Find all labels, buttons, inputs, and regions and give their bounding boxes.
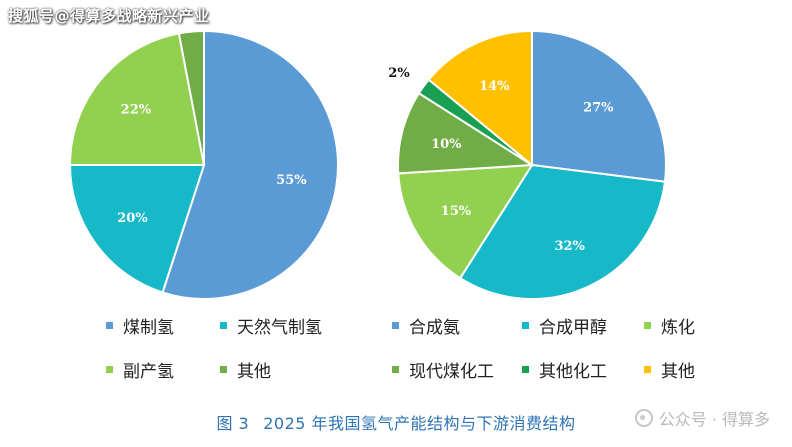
pie-chart-production: 55% 20% 22% bbox=[68, 29, 339, 300]
pie-data-label: 32% bbox=[554, 239, 585, 254]
legend-swatch bbox=[220, 365, 227, 373]
legend-label: 其他化工 bbox=[539, 361, 607, 382]
legend-label: 天然气制氢 bbox=[237, 317, 322, 338]
figure-number: 图 3 bbox=[216, 414, 250, 433]
pie-data-label: 22% bbox=[121, 103, 152, 118]
legend-item: 现代煤化工 bbox=[392, 347, 522, 391]
legend-swatch bbox=[644, 321, 651, 329]
pie-slice bbox=[427, 29, 533, 168]
legend-swatch bbox=[106, 321, 113, 329]
legend-label: 副产氢 bbox=[123, 361, 174, 382]
pie-slice bbox=[177, 29, 205, 166]
watermark-bottom-text: 公众号 · 得算多 bbox=[658, 410, 770, 429]
pie-data-label: 14% bbox=[479, 79, 510, 94]
legend-item: 其他 bbox=[644, 347, 724, 391]
legend-label: 煤制氢 bbox=[123, 317, 174, 338]
legend-swatch bbox=[644, 365, 651, 373]
pie-slice bbox=[531, 29, 667, 183]
watermark-top: 搜狐号@得算多战略新兴产业 bbox=[8, 7, 210, 25]
legend-label: 现代煤化工 bbox=[409, 361, 494, 382]
pie-chart-consumption: 27% 32% 15% 10% 2% 14% bbox=[388, 29, 667, 300]
pie-data-label: 10% bbox=[431, 137, 462, 152]
pie-data-label: 55% bbox=[276, 173, 307, 188]
legend-item: 天然气制氢 bbox=[220, 303, 380, 347]
pie-slice bbox=[396, 91, 536, 175]
wechat-icon bbox=[634, 409, 653, 427]
pie-slice bbox=[397, 163, 534, 280]
legend-item: 副产氢 bbox=[106, 347, 220, 391]
legend-item: 其他化工 bbox=[522, 347, 644, 391]
legend-label: 其他 bbox=[237, 361, 271, 382]
legend-swatch bbox=[522, 321, 529, 329]
pie-slice bbox=[68, 32, 206, 166]
watermark-bottom: 公众号 · 得算多 bbox=[634, 406, 770, 430]
legend-production: 煤制氢 天然气制氢 副产氢 其他 bbox=[106, 303, 380, 391]
legend-swatch bbox=[392, 321, 399, 329]
figure-caption: 图 3 2025 年我国氢气产能结构与下游消费结构 bbox=[0, 410, 792, 436]
legend-item: 合成氨 bbox=[392, 303, 522, 347]
legend-swatch bbox=[220, 321, 227, 329]
legend-consumption: 合成氨 合成甲醇 炼化 现代煤化工 其他化工 其他 bbox=[392, 303, 724, 391]
legend-swatch bbox=[392, 365, 399, 373]
legend-label: 炼化 bbox=[661, 317, 695, 338]
legend-item: 合成甲醇 bbox=[522, 303, 644, 347]
legend-swatch bbox=[106, 365, 113, 373]
legend-label: 其他 bbox=[661, 361, 695, 382]
pie-data-label: 2% bbox=[388, 66, 410, 81]
pie-data-label: 27% bbox=[583, 101, 614, 116]
pie-data-label: 20% bbox=[117, 211, 148, 226]
legend-item: 炼化 bbox=[644, 303, 724, 347]
figure-title: 2025 年我国氢气产能结构与下游消费结构 bbox=[263, 414, 576, 433]
legend-label: 合成甲醇 bbox=[539, 317, 607, 338]
legend-item: 煤制氢 bbox=[106, 303, 220, 347]
pie-slice bbox=[161, 29, 339, 300]
legend-label: 合成氨 bbox=[409, 317, 460, 338]
pie-slice bbox=[68, 164, 206, 294]
legend-item: 其他 bbox=[220, 347, 380, 391]
pie-data-label: 15% bbox=[441, 204, 472, 219]
legend-swatch bbox=[522, 365, 529, 373]
